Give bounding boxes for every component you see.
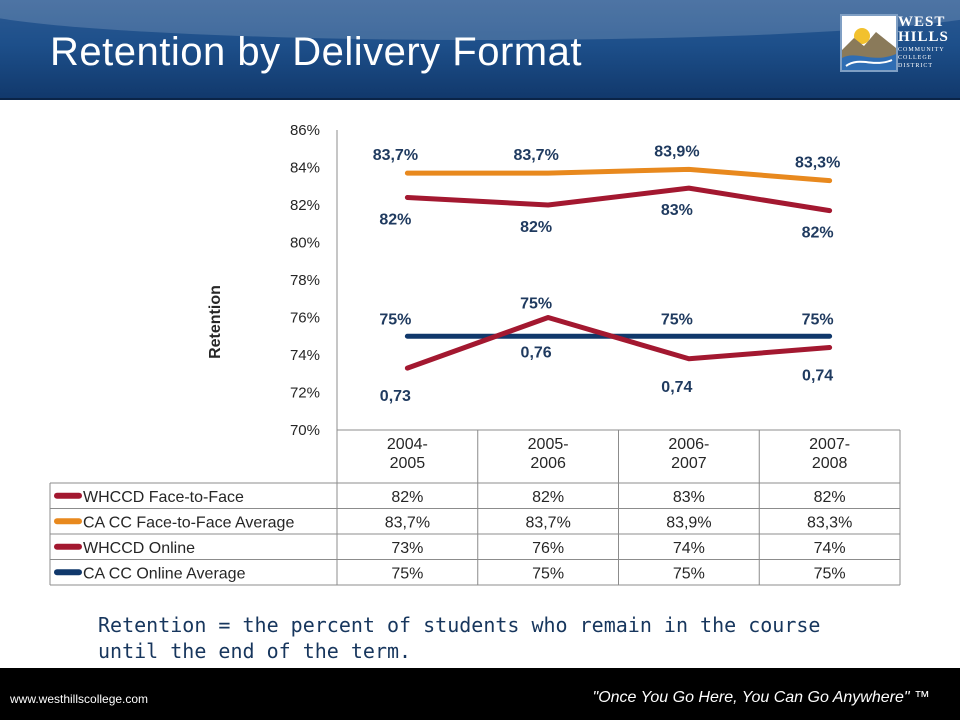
table-cell: 74%	[673, 540, 705, 557]
retention-definition: Retention = the percent of students who …	[98, 613, 821, 663]
table-cell: 82%	[814, 489, 846, 506]
table-cell: 83,3%	[807, 514, 852, 531]
title-banner: Retention by Delivery Format WEST HILLS …	[0, 0, 960, 100]
table-cell: 83,9%	[666, 514, 711, 531]
logo-text-west: WEST	[898, 14, 946, 30]
legend-label: WHCCD Online	[83, 540, 195, 557]
logo-text-community: COMMUNITY	[898, 47, 945, 53]
table-cell: 83,7%	[385, 514, 430, 531]
footer-url[interactable]: www.westhillscollege.com	[10, 692, 149, 706]
series-line	[404, 315, 833, 371]
logo-emblem	[840, 14, 898, 72]
retention-line-chart: 86% 84% 82% 80% 78% 76% 74% 72% 70% Retention 2004…	[49, 122, 901, 586]
table-cell: 75%	[391, 565, 423, 582]
banner-bottom-line	[0, 98, 960, 100]
y-tick-label: 78%	[290, 272, 320, 289]
data-label: 0,74	[661, 379, 692, 396]
x-category-label: 2005	[390, 455, 426, 472]
y-tick-label: 72%	[290, 385, 320, 402]
table-cell: 76%	[532, 540, 564, 557]
footer-bar: www.westhillscollege.com "Once You Go He…	[0, 668, 960, 720]
data-label: 75%	[520, 296, 552, 313]
series-line	[404, 185, 833, 214]
table-cell: 74%	[814, 540, 846, 557]
data-label: 0,76	[521, 345, 552, 362]
series-line	[404, 166, 833, 184]
data-label: 75%	[379, 311, 411, 328]
logo-text-district: DISTRICT	[898, 63, 933, 69]
table-cell: 75%	[532, 565, 564, 582]
y-tick-label: 82%	[290, 197, 320, 214]
table-cell: 73%	[391, 540, 423, 557]
y-tick-label: 80%	[290, 235, 320, 252]
x-category-label: 2004-	[387, 436, 428, 453]
logo-text-hills: HILLS	[898, 29, 949, 45]
mountain-sun-icon	[842, 16, 896, 70]
logo-text-college: COLLEGE	[898, 55, 933, 61]
footer-slogan: "Once You Go Here, You Can Go Anywhere" …	[592, 689, 930, 706]
table-cell: 82%	[391, 489, 423, 506]
x-category-label: 2006-	[668, 436, 709, 453]
data-label: 82%	[379, 212, 411, 229]
y-axis-title: Retention	[207, 285, 224, 359]
data-label: 83,7%	[373, 147, 418, 164]
table-cell: 82%	[532, 489, 564, 506]
x-category-label: 2007	[671, 455, 707, 472]
data-label: 75%	[661, 311, 693, 328]
legend-label: WHCCD Face-to-Face	[83, 489, 244, 506]
table-cell: 75%	[814, 565, 846, 582]
data-label: 82%	[520, 219, 552, 236]
legend-label: CA CC Face-to-Face Average	[83, 514, 294, 531]
college-logo: WEST HILLS COMMUNITY COLLEGE DISTRICT	[840, 14, 952, 86]
data-label: 83,7%	[513, 147, 558, 164]
data-label: 82%	[802, 225, 834, 242]
x-category-label: 2005-	[528, 436, 569, 453]
y-tick-label: 86%	[290, 122, 320, 139]
y-tick-label: 70%	[290, 422, 320, 439]
x-category-label: 2006	[530, 455, 566, 472]
data-label: 0,73	[380, 388, 411, 405]
data-label: 75%	[802, 311, 834, 328]
table-cell: 83,7%	[525, 514, 570, 531]
data-label: 83%	[661, 202, 693, 219]
legend-label: CA CC Online Average	[83, 565, 246, 582]
x-category-label: 2008	[812, 455, 848, 472]
data-label: 0,74	[802, 368, 833, 385]
data-label: 83,3%	[795, 155, 840, 172]
data-label: 83,9%	[654, 143, 699, 160]
y-tick-label: 84%	[290, 160, 320, 177]
table-cell: 83%	[673, 489, 705, 506]
y-tick-label: 76%	[290, 310, 320, 327]
table-cell: 75%	[673, 565, 705, 582]
page-title: Retention by Delivery Format	[50, 30, 582, 74]
y-tick-label: 74%	[290, 347, 320, 364]
x-category-label: 2007-	[809, 436, 850, 453]
